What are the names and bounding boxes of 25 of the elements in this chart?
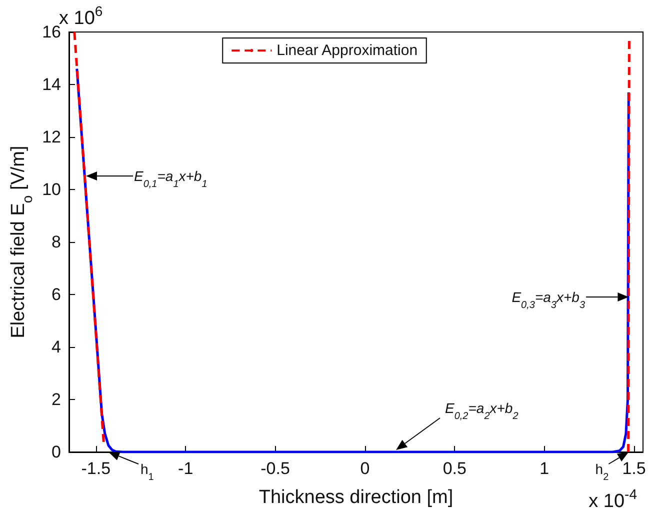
text: x 10$^{-4}$ <box>588 486 638 512</box>
annotation: E$_{0,3}$=a$_{3}$x+b$_{3}$ <box>512 289 586 311</box>
x-tick-label: 0 <box>360 459 370 478</box>
text: x 10$^{6}$ <box>59 3 103 29</box>
x-axis-title: Thickness direction [m] <box>258 487 454 508</box>
y-tick-label: 0 <box>52 442 61 462</box>
y-tick-label: 10 <box>42 180 61 199</box>
legend-label: Linear Approximation <box>276 42 418 59</box>
annotation: h$_{1}$ <box>140 461 154 482</box>
x-tick-label: -1.5 <box>81 459 111 478</box>
x-tick-label: 0.5 <box>442 459 466 478</box>
x-tick-label: 1 <box>540 459 550 478</box>
y-tick-label: 12 <box>42 128 61 146</box>
annotation: E$_{0,1}$=a$_{1}$x+b$_{1}$ <box>134 168 208 190</box>
y-tick-label: 16 <box>42 22 61 42</box>
annotation: h$_{2}$ <box>595 461 610 482</box>
y-tick-label: 6 <box>52 285 61 304</box>
y-tick-label: 2 <box>52 390 61 409</box>
x-tick-label: -1 <box>178 459 194 478</box>
x-tick-label: -0.5 <box>260 459 290 478</box>
x-tick-label: 1.5 <box>622 459 646 478</box>
y-tick-label: 4 <box>52 338 61 356</box>
y-tick-label: 8 <box>52 232 61 252</box>
y-tick-label: 14 <box>42 75 61 94</box>
annotation: E$_{0,2}$=a$_{2}$x+b$_{2}$ <box>444 400 519 422</box>
